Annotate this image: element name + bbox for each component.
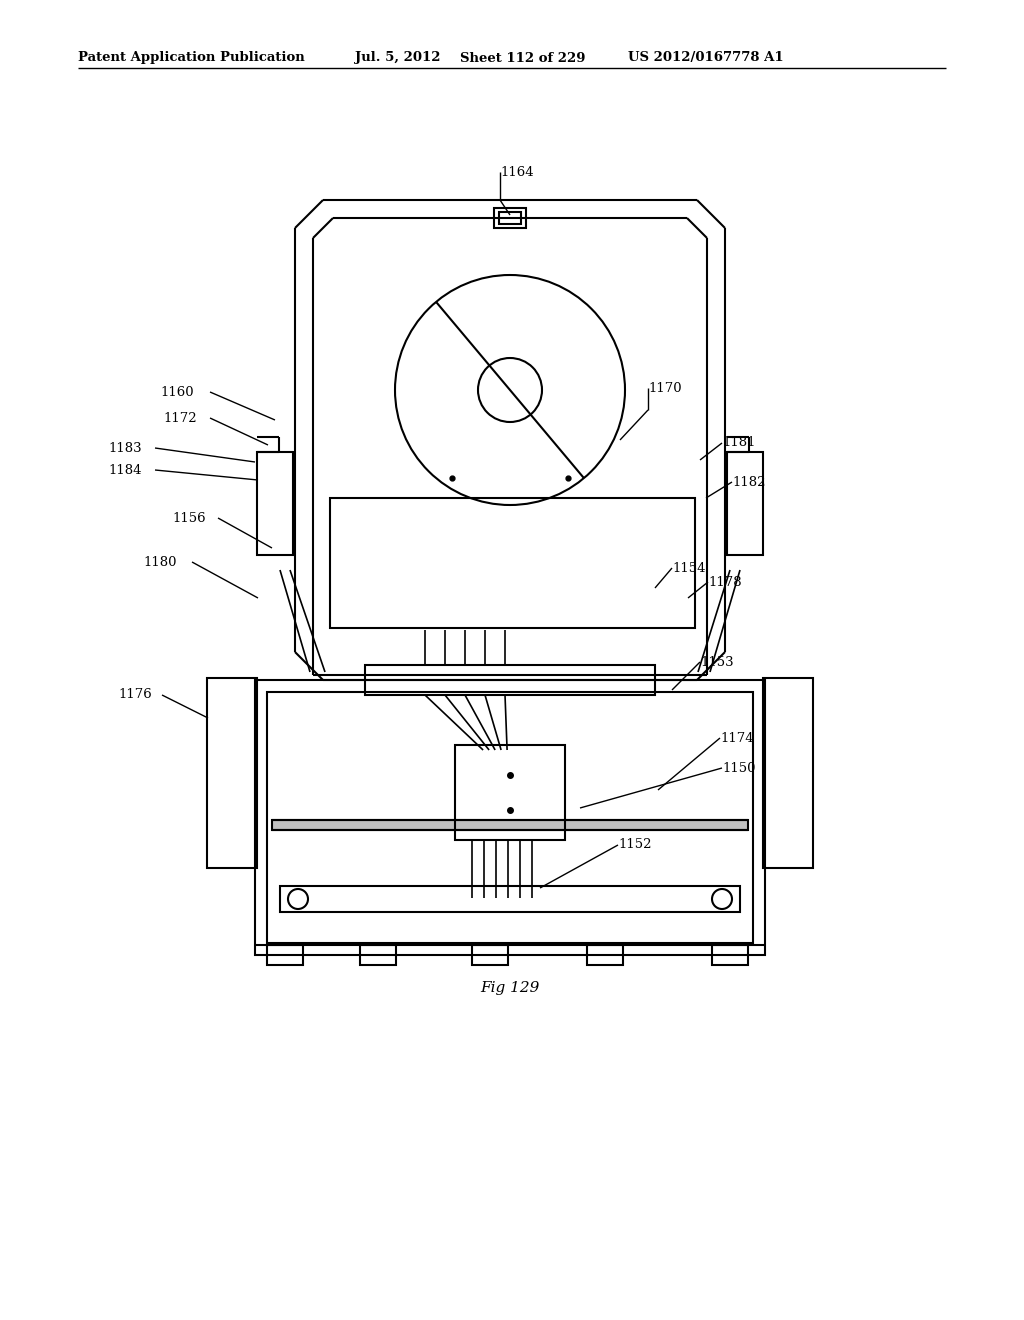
Bar: [763, 678, 813, 869]
Text: Patent Application Publication: Patent Application Publication: [78, 51, 305, 65]
Text: Sheet 112 of 229: Sheet 112 of 229: [460, 51, 586, 65]
Text: 1184: 1184: [108, 463, 141, 477]
Text: 1152: 1152: [618, 838, 651, 851]
Text: 1164: 1164: [500, 165, 534, 178]
Bar: [712, 945, 748, 965]
Bar: [499, 213, 521, 224]
Text: 1178: 1178: [708, 576, 741, 589]
Bar: [727, 451, 763, 554]
Text: Fig 129: Fig 129: [480, 981, 540, 995]
Text: 1154: 1154: [672, 561, 706, 574]
Bar: [494, 209, 526, 228]
Text: 1170: 1170: [648, 381, 682, 395]
Text: US 2012/0167778 A1: US 2012/0167778 A1: [628, 51, 783, 65]
Bar: [587, 945, 623, 965]
Bar: [272, 820, 748, 830]
Text: 1160: 1160: [160, 385, 194, 399]
Bar: [267, 945, 303, 965]
Bar: [360, 945, 396, 965]
Bar: [455, 744, 565, 840]
Text: 1181: 1181: [722, 437, 756, 450]
Bar: [267, 692, 753, 942]
Text: 1172: 1172: [163, 412, 197, 425]
Bar: [257, 451, 293, 554]
Text: 1156: 1156: [172, 511, 206, 524]
Bar: [330, 498, 695, 628]
Text: 1174: 1174: [720, 731, 754, 744]
Bar: [472, 945, 508, 965]
Bar: [365, 665, 655, 696]
Text: 1180: 1180: [143, 556, 176, 569]
Text: 1176: 1176: [118, 689, 152, 701]
Text: 1153: 1153: [700, 656, 733, 668]
Text: Jul. 5, 2012: Jul. 5, 2012: [355, 51, 440, 65]
Text: 1150: 1150: [722, 762, 756, 775]
Bar: [255, 680, 765, 954]
Text: 1183: 1183: [108, 441, 141, 454]
Bar: [207, 678, 257, 869]
Bar: [280, 886, 740, 912]
Text: 1182: 1182: [732, 475, 766, 488]
